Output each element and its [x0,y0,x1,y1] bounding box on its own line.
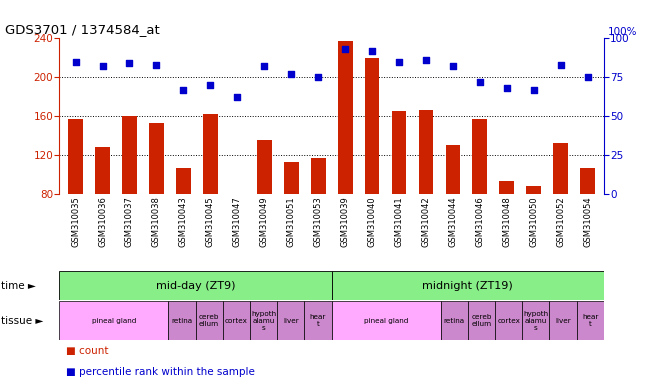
Bar [495,301,522,340]
Bar [176,168,191,194]
Bar [553,143,568,194]
Text: ■ percentile rank within the sample: ■ percentile rank within the sample [66,367,255,377]
Point [447,63,458,70]
Point [582,74,593,80]
Bar [122,116,137,194]
Bar [577,301,604,340]
Text: GDS3701 / 1374584_at: GDS3701 / 1374584_at [5,23,160,36]
Text: GSM310047: GSM310047 [233,196,242,247]
Bar [331,301,441,340]
Point [313,74,323,80]
Point [232,94,243,101]
Text: GSM310045: GSM310045 [206,196,215,247]
Text: GSM310039: GSM310039 [341,196,350,247]
Bar [500,181,514,194]
Bar [468,301,495,340]
Text: GSM310052: GSM310052 [556,196,565,247]
Text: hypoth
alamu
s: hypoth alamu s [523,311,548,331]
Bar [168,301,195,340]
Bar [338,41,352,194]
Text: cortex: cortex [497,318,520,324]
Text: GSM310048: GSM310048 [502,196,512,247]
Bar [311,158,325,194]
Text: GSM310035: GSM310035 [71,196,80,247]
Text: GSM310038: GSM310038 [152,196,161,247]
Text: GSM310044: GSM310044 [448,196,457,247]
Bar [149,123,164,194]
Text: mid-day (ZT9): mid-day (ZT9) [156,281,235,291]
Bar [195,301,223,340]
Text: GSM310054: GSM310054 [583,196,592,247]
Bar [284,162,298,194]
Text: liver: liver [283,318,299,324]
Text: GSM310053: GSM310053 [314,196,323,247]
Bar [473,119,487,194]
Bar [441,301,468,340]
Text: hypoth
alamu
s: hypoth alamu s [251,311,276,331]
Point [71,59,81,65]
Text: GSM310041: GSM310041 [395,196,403,247]
Text: midnight (ZT19): midnight (ZT19) [422,281,513,291]
Text: GSM310037: GSM310037 [125,196,134,247]
Text: GSM310042: GSM310042 [422,196,430,247]
Text: liver: liver [555,318,571,324]
Bar [580,168,595,194]
Point [420,57,431,63]
Text: pineal gland: pineal gland [92,318,136,324]
Text: hear
t: hear t [582,314,599,327]
Text: retina: retina [172,318,193,324]
Bar [522,301,549,340]
Bar [223,301,250,340]
Point [556,62,566,68]
Bar [549,301,577,340]
Text: ■ count: ■ count [66,346,108,356]
Text: GSM310040: GSM310040 [368,196,377,247]
Point [151,62,162,68]
Bar [527,186,541,194]
Text: cereb
ellum: cereb ellum [471,314,492,327]
Point [340,46,350,52]
Bar [250,301,277,340]
Point [367,48,378,54]
Point [475,79,485,85]
Text: 100%: 100% [608,27,638,37]
Bar [365,58,379,194]
Bar [59,271,331,300]
Text: GSM310036: GSM310036 [98,196,107,247]
Text: GSM310049: GSM310049 [260,196,269,247]
Point [286,71,296,77]
Point [529,87,539,93]
Point [259,63,269,70]
Point [124,60,135,66]
Bar [418,110,434,194]
Text: GSM310043: GSM310043 [179,196,188,247]
Text: cortex: cortex [225,318,248,324]
Bar [257,141,272,194]
Bar [446,145,461,194]
Bar [304,301,332,340]
Text: tissue ►: tissue ► [1,316,44,326]
Text: hear
t: hear t [310,314,326,327]
Text: cereb
ellum: cereb ellum [199,314,219,327]
Bar [68,119,83,194]
Point [394,59,405,65]
Bar [95,147,110,194]
Bar [59,301,168,340]
Bar [203,114,218,194]
Point [97,63,108,70]
Point [205,82,216,88]
Point [502,85,512,91]
Text: GSM310051: GSM310051 [286,196,296,247]
Point [178,87,189,93]
Text: retina: retina [444,318,465,324]
Bar [277,301,304,340]
Bar [331,271,604,300]
Text: time ►: time ► [1,281,36,291]
Text: pineal gland: pineal gland [364,318,409,324]
Text: GSM310046: GSM310046 [475,196,484,247]
Bar [391,111,407,194]
Text: GSM310050: GSM310050 [529,196,539,247]
